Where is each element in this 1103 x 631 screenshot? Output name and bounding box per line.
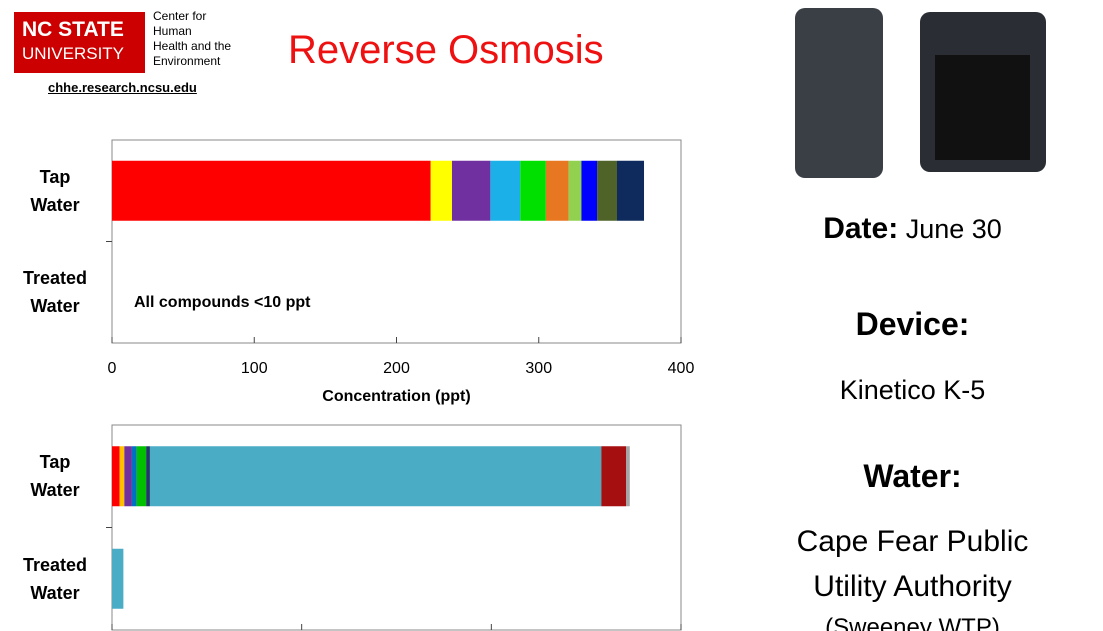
- category-label: Treated Water: [22, 554, 88, 603]
- water-label: Water:: [863, 458, 962, 494]
- x-tick-label: 400: [667, 360, 695, 377]
- date-line: Date: June 30: [760, 212, 1065, 246]
- bar-segment: [136, 446, 147, 507]
- logo-text: UNIVERSITY: [22, 44, 125, 63]
- center-name: Health and the: [153, 39, 232, 53]
- bar-segment: [601, 446, 626, 507]
- bar-segment: [124, 446, 132, 507]
- bar-segment: [149, 446, 602, 507]
- center-name: Environment: [153, 54, 221, 68]
- date: June 30: [905, 214, 1002, 244]
- x-tick-label: 0: [107, 360, 117, 377]
- bar-segment: [625, 446, 630, 507]
- device-label: Device:: [855, 306, 970, 342]
- bar-segment: [581, 160, 598, 221]
- x-tick-label: 100: [240, 360, 268, 377]
- bar-segment: [451, 160, 491, 221]
- device: Kinetico K-5: [839, 375, 986, 405]
- bar-segment: [112, 548, 124, 609]
- center-name: Center for: [153, 9, 207, 23]
- water: Cape Fear Public: [796, 525, 1029, 558]
- bar-segment: [545, 160, 569, 221]
- category-label: Tap Water: [30, 452, 80, 501]
- device-filters: [935, 55, 1030, 160]
- bar-segment: [616, 160, 645, 221]
- annotation: All compounds <10 ppt: [134, 293, 311, 311]
- bar-segment: [597, 160, 617, 221]
- x-tick-label: 200: [383, 360, 410, 377]
- logo-box: [14, 12, 145, 73]
- bar-segment: [112, 160, 431, 221]
- bar-segment: [568, 160, 582, 221]
- x-tick-label: 300: [525, 360, 553, 377]
- bar-segment: [520, 160, 546, 221]
- bar-segment: [131, 446, 137, 507]
- bar-segment: [146, 446, 150, 507]
- water: (Sweeney WTP): [825, 614, 1000, 631]
- bar-segment: [112, 446, 120, 507]
- bar-segment: [430, 160, 452, 221]
- category-label: Treated Water: [22, 268, 88, 317]
- category-label: Tap Water: [30, 166, 80, 215]
- center-name: Human: [153, 24, 192, 38]
- bar-segment: [119, 446, 125, 507]
- water: Utility Authority: [813, 570, 1012, 603]
- device-image: [795, 8, 883, 178]
- url: chhe.research.ncsu.edu: [48, 80, 197, 95]
- bar-segment: [490, 160, 521, 221]
- logo-text: NC STATE: [22, 18, 124, 41]
- x-axis-label: Concentration (ppt): [322, 388, 471, 405]
- date-label: Date:: [823, 212, 899, 245]
- slide-title: Reverse Osmosis: [288, 28, 604, 72]
